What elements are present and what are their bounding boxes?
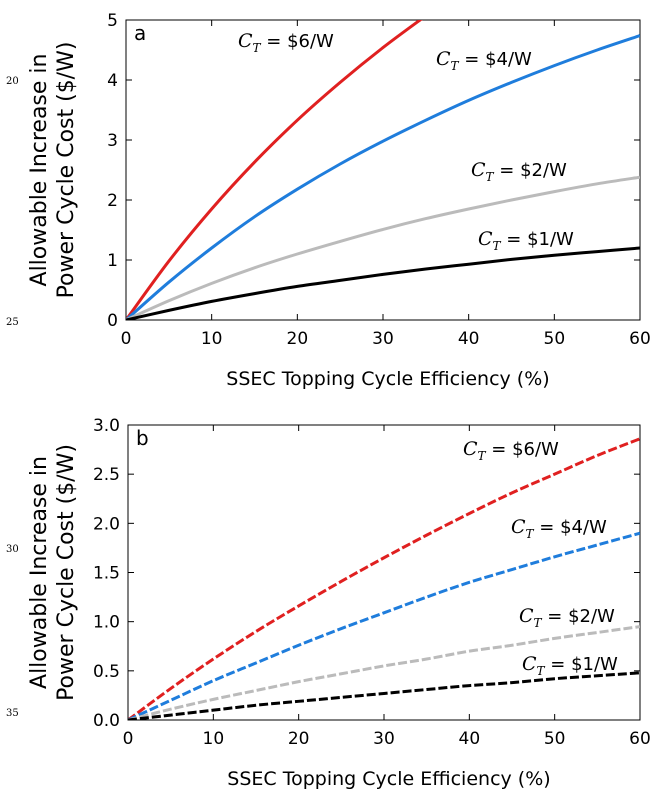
x-axis-label: SSEC Topping Cycle Efficiency (%): [227, 768, 550, 790]
x-tick-label: 60: [629, 729, 651, 749]
y-tick-label: 0: [107, 311, 118, 331]
annotation-symbol: C: [436, 48, 451, 70]
annotation-text: = $1/W: [501, 229, 574, 250]
x-tick-label: 40: [459, 729, 481, 749]
y-tick-label: 2.5: [93, 465, 120, 485]
annotation-symbol: C: [522, 653, 537, 675]
series-annotation: CT = $2/W: [519, 605, 615, 630]
annotation-symbol: C: [519, 605, 534, 627]
chart-panel-a: 0 10 20 30 40 50 60 0 1 2 3 4 5 SSEC Topping Cycle Ef…: [27, 11, 651, 390]
line-number: 25: [6, 317, 19, 328]
y-tick-label: 1.5: [93, 564, 120, 584]
annotation-text: = $2/W: [494, 160, 567, 181]
annotation-subscript: T: [451, 59, 460, 73]
x-tick-label: 0: [121, 329, 132, 349]
annotation-subscript: T: [478, 449, 487, 463]
y-axis-label: Allowable Increase in: [27, 54, 52, 287]
line-number: 35: [6, 708, 19, 719]
x-tick-label: 30: [373, 729, 395, 749]
annotation-subscript: T: [253, 41, 262, 55]
annotation-symbol: C: [471, 159, 486, 181]
x-tick-label: 10: [203, 729, 225, 749]
x-tick-label: 0: [123, 729, 134, 749]
y-tick-label: 3: [107, 131, 118, 151]
x-tick-label: 60: [629, 329, 651, 349]
y-axis-label: Power Cycle Cost ($/W): [54, 42, 79, 299]
y-tick-label: 1: [107, 251, 118, 271]
annotation-text: = $6/W: [486, 439, 559, 460]
series-annotation: CT = $1/W: [522, 653, 618, 678]
x-tick-label: 10: [201, 329, 223, 349]
annotation-subscript: T: [486, 170, 495, 184]
y-tick-label: 0.0: [93, 711, 120, 731]
annotation-subscript: T: [534, 616, 543, 630]
x-tick-label: 40: [458, 329, 480, 349]
annotation-subscript: T: [493, 239, 502, 253]
line-number: 20: [6, 76, 19, 87]
annotation-subscript: T: [537, 664, 546, 678]
line-number: 30: [6, 544, 19, 555]
series-line: [128, 671, 640, 720]
x-tick-label: 20: [288, 729, 310, 749]
y-axis-label: Allowable Increase in: [27, 456, 52, 689]
series-line: [126, 34, 640, 320]
series-annotation: CT = $6/W: [463, 438, 559, 463]
x-tick-label: 30: [372, 329, 394, 349]
panel-label: b: [136, 426, 149, 450]
series-line: [126, 175, 640, 320]
series-annotation: CT = $4/W: [436, 48, 532, 73]
series-line: [128, 531, 640, 720]
panel-label: a: [134, 21, 146, 45]
annotation-text: = $6/W: [261, 31, 334, 52]
x-tick-label: 50: [544, 729, 566, 749]
annotation-symbol: C: [463, 438, 478, 460]
series-annotation: CT = $2/W: [471, 159, 567, 184]
chart-panel-b: 0 10 20 30 40 50 60 0.0 0.5 1.0 1.5 2.0 2.5 3.0 SSEC T…: [27, 416, 651, 790]
annotation-text: = $4/W: [459, 49, 532, 70]
annotation-text: = $2/W: [542, 606, 615, 627]
series-line: [128, 437, 640, 720]
series-annotation: CT = $4/W: [511, 516, 607, 541]
annotation-subscript: T: [526, 527, 535, 541]
x-axis-label: SSEC Topping Cycle Efficiency (%): [226, 368, 549, 390]
series-annotation: CT = $1/W: [478, 228, 574, 253]
y-tick-label: 2.0: [93, 514, 120, 534]
series-line: [126, 246, 640, 320]
annotation-symbol: C: [238, 30, 253, 52]
y-tick-label: 4: [107, 71, 118, 91]
y-tick-label: 3.0: [93, 416, 120, 436]
series-annotation: CT = $6/W: [238, 30, 334, 55]
y-tick-label: 2: [107, 191, 118, 211]
y-axis-label: Power Cycle Cost ($/W): [54, 444, 79, 701]
annotation-text: = $1/W: [545, 654, 618, 675]
y-tick-label: 1.0: [93, 613, 120, 633]
x-tick-label: 20: [287, 329, 309, 349]
x-tick-label: 50: [544, 329, 566, 349]
annotation-symbol: C: [511, 516, 526, 538]
plot-frame: [127, 424, 641, 721]
series-line: [128, 625, 640, 720]
y-tick-label: 0.5: [93, 662, 120, 682]
annotation-text: = $4/W: [534, 517, 607, 538]
y-tick-label: 5: [107, 11, 118, 31]
series-line: [126, 20, 423, 320]
annotation-symbol: C: [478, 228, 493, 250]
